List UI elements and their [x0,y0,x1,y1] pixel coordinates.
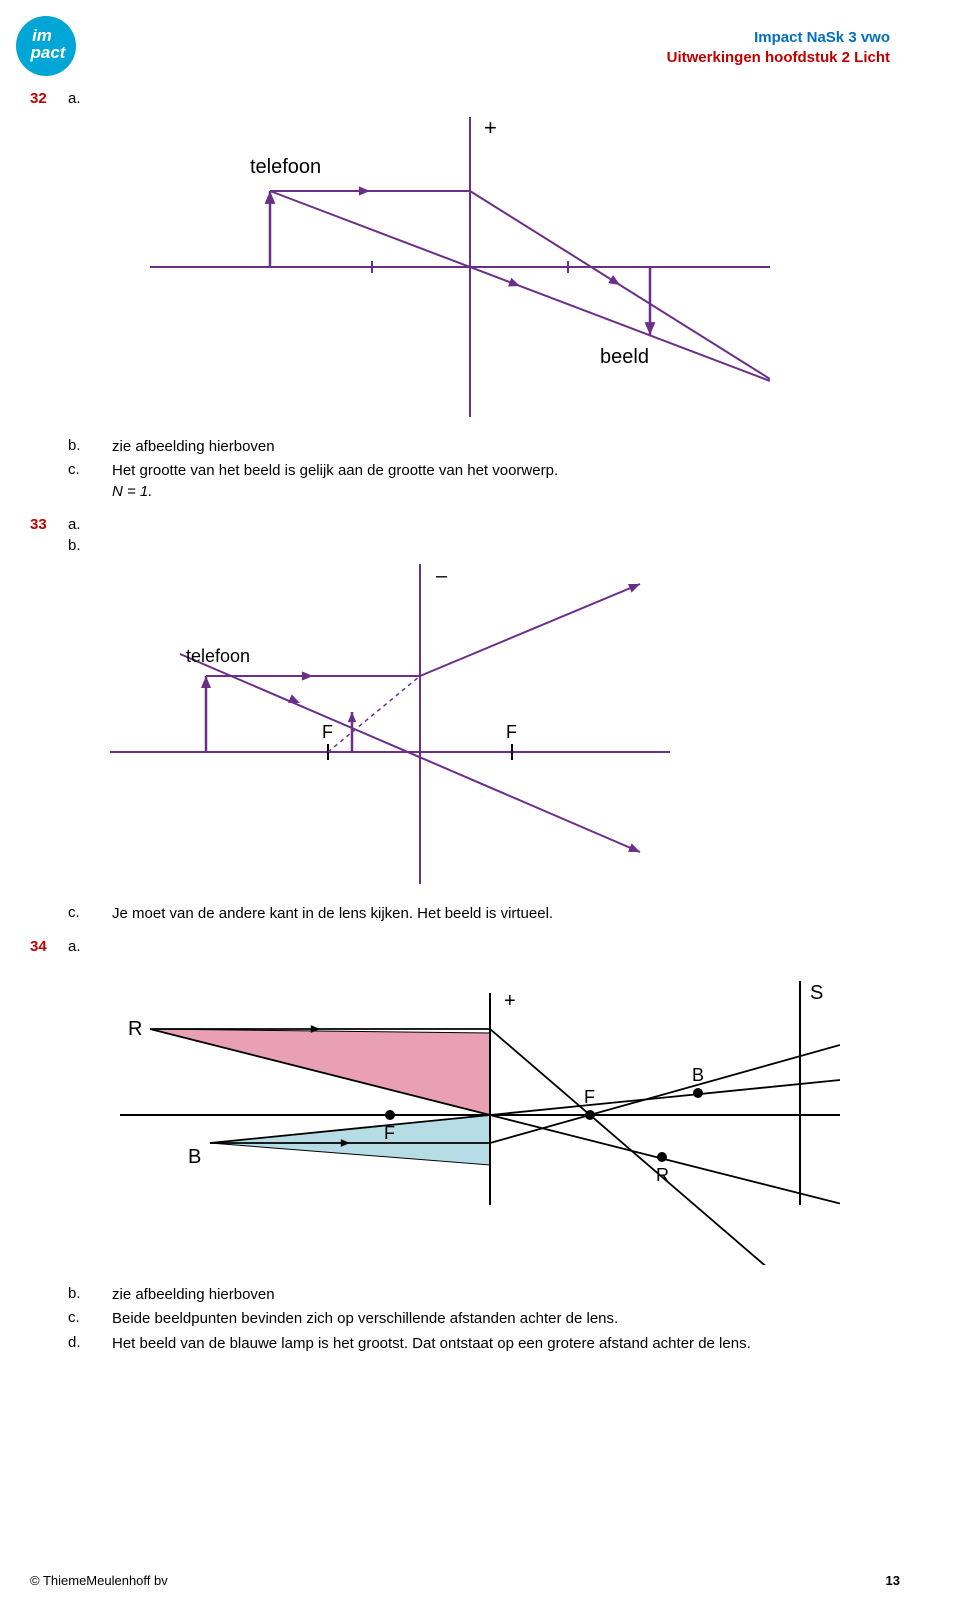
q-letter: a. [68,516,112,533]
page-header: Impact NaSk 3 vwo Uitwerkingen hoofdstuk… [667,28,890,67]
q-text: zie afbeelding hierboven [112,1285,890,1305]
footer-copyright: © ThiemeMeulenhoff bv [30,1573,168,1588]
q34b: b. zie afbeelding hierboven [30,1285,890,1305]
q-number: 34 [30,938,68,955]
q33b: b. [30,537,890,554]
header-line2: Uitwerkingen hoofdstuk 2 Licht [667,48,890,68]
logo-text-2: pact [30,43,67,62]
q-text: Het grootte van het beeld is gelijk aan … [112,461,890,502]
q32a: 32 a. [30,90,890,107]
q-text: Je moet van de andere kant in de lens ki… [112,904,890,924]
q-letter: c. [68,461,112,478]
header-line1: Impact NaSk 3 vwo [667,28,890,48]
svg-text:+: + [504,990,516,1012]
svg-text:S: S [810,982,823,1004]
q-letter: b. [68,537,112,554]
svg-text:R: R [128,1018,142,1040]
svg-text:telefoon: telefoon [250,156,321,178]
q-letter: b. [68,1285,112,1302]
q-letter: b. [68,437,112,454]
q32b: b. zie afbeelding hierboven [30,437,890,457]
lens-diagram-32-svg: telefoon + beeld [150,117,770,417]
q-letter: d. [68,1334,112,1351]
lens-diagram-34-svg: S+FFRBRB [80,965,840,1265]
svg-text:+: + [484,117,497,140]
svg-text:B: B [188,1146,201,1168]
q-number: 33 [30,516,68,533]
q-text: Het beeld van de blauwe lamp is het groo… [112,1334,890,1354]
svg-text:F: F [322,722,333,742]
q-text: Beide beeldpunten bevinden zich op versc… [112,1309,890,1329]
q32c: c. Het grootte van het beeld is gelijk a… [30,461,890,502]
q-text: zie afbeelding hierboven [112,437,890,457]
svg-text:F: F [506,722,517,742]
q33a: 33 a. [30,516,890,533]
lens-diagram-33-svg: F Ftelefoon – [110,564,670,884]
diagram-34: S+FFRBRB [30,965,890,1265]
q-number: 32 [30,90,68,107]
page: im pact Impact NaSk 3 vwo Uitwerkingen h… [0,0,960,1614]
q-letter: a. [68,938,112,955]
diagram-32: telefoon + beeld [30,117,890,417]
footer: © ThiemeMeulenhoff bv 13 [30,1573,900,1588]
q-letter: a. [68,90,112,107]
q-letter: c. [68,1309,112,1326]
logo: im pact [14,14,78,78]
q34c: c. Beide beeldpunten bevinden zich op ve… [30,1309,890,1329]
svg-text:beeld: beeld [600,346,649,368]
svg-text:R: R [656,1165,669,1185]
page-number: 13 [886,1573,900,1588]
diagram-33: F Ftelefoon – [30,564,890,884]
svg-text:telefoon: telefoon [186,646,250,666]
q34d: d. Het beeld van de blauwe lamp is het g… [30,1334,890,1354]
q33c: c. Je moet van de andere kant in de lens… [30,904,890,924]
q34a: 34 a. [30,938,890,955]
q-letter: c. [68,904,112,921]
svg-text:B: B [692,1065,704,1085]
content: 32 a. telefoon + beeld b. zie afbeelding h… [30,90,890,1358]
svg-text:–: – [436,565,448,587]
